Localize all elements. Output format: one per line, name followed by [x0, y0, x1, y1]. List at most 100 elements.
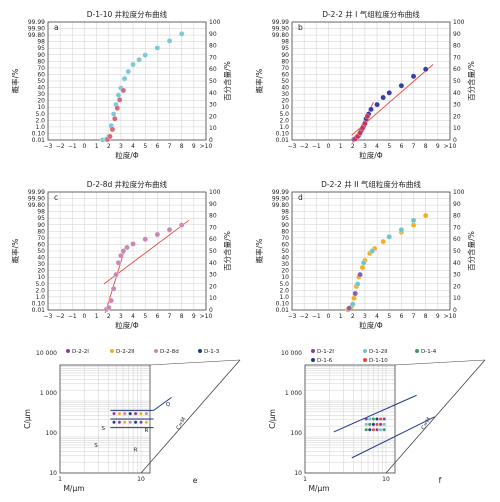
data-point [351, 295, 357, 301]
y-tick-label: 99.80 [28, 202, 45, 209]
data-point [379, 428, 383, 432]
region-label: Q [166, 402, 171, 408]
y-tick-label: 99.99 [28, 189, 45, 196]
y-tick-label: 95 [37, 45, 45, 52]
data-point [117, 412, 121, 416]
y-tick-label: 2.0 [279, 117, 289, 124]
plot-frame [47, 21, 207, 141]
y2-tick-label: 80 [209, 213, 217, 220]
legend-label: D-1-6 [317, 358, 333, 364]
y2-tick-label: 40 [453, 90, 461, 97]
x-tick-label: −3 [44, 313, 53, 320]
data-point [112, 412, 116, 416]
y-tick-label: 80 [281, 228, 289, 235]
data-point [354, 281, 361, 287]
data-point [114, 105, 121, 111]
legend-label: D-1-10 [369, 358, 388, 364]
y-tick-label: 1 000 [40, 390, 57, 397]
data-point [144, 412, 148, 416]
chart-title: D-2-2 井 II 气组粒度分布曲线 [321, 179, 421, 189]
y2-tick-label: 30 [453, 102, 461, 109]
x-tick-label: 10 [382, 476, 390, 483]
panel-letter: f [439, 476, 442, 485]
x-tick-label: −3 [288, 143, 297, 150]
plot-frame [291, 21, 451, 141]
data-point [128, 420, 132, 424]
data-point [112, 420, 116, 424]
y-tick-label: 90 [37, 222, 45, 229]
chart-title: D-1-10 井粒度分布曲线 [87, 9, 168, 19]
y2-tick-label: 30 [209, 102, 217, 109]
y2-tick-label: 100 [209, 189, 221, 196]
y-tick-label: 99.90 [272, 26, 289, 33]
y-tick-label: 20 [281, 98, 289, 105]
data-point [142, 52, 148, 58]
legend-label: D-1-4 [421, 349, 437, 355]
x-tick-label: 0 [83, 313, 87, 320]
panel-c: −3 −2 −1 0 1 2 3 4 5 6 7 8 9 >100.010.101.02.05.01020… [10, 179, 232, 330]
x-tick-label: 5 [143, 313, 147, 320]
data-point [379, 422, 383, 426]
y-tick-label: 99.99 [28, 19, 45, 26]
y-tick-label: 1.0 [35, 294, 45, 301]
y-tick-label: 60 [37, 241, 45, 248]
y-tick-label: 99.80 [28, 32, 45, 39]
data-point [118, 252, 124, 259]
x-tick-label: 8 [424, 143, 428, 150]
data-point [410, 222, 417, 228]
data-point [107, 133, 113, 140]
y-tick-label: 90 [37, 52, 45, 59]
data-point [368, 422, 372, 426]
y2-tick-label: 60 [453, 66, 461, 73]
x-tick-label: 3 [363, 313, 367, 320]
y-tick-label: 5.0 [279, 111, 289, 118]
data-point [154, 45, 161, 51]
y2-tick-label: 90 [209, 31, 217, 38]
x-tick-label: −3 [288, 313, 297, 320]
region-label: R [144, 428, 148, 434]
data-point [139, 412, 143, 416]
y-tick-label: 98 [281, 39, 289, 46]
y-tick-label: 10 [37, 104, 45, 111]
data-point [386, 90, 392, 96]
y2-tick-label: 80 [453, 43, 461, 50]
y2-tick-label: 100 [453, 189, 465, 196]
data-point [375, 417, 379, 421]
y-tick-label: 0.10 [32, 130, 46, 137]
chart-title: D-2-8d 井粒度分布曲线 [87, 179, 168, 189]
data-point [142, 236, 148, 242]
data-point [368, 417, 372, 421]
y-tick-label: 99.90 [28, 196, 45, 203]
data-point [382, 417, 386, 421]
panel-letter: a [54, 23, 59, 32]
data-point [130, 61, 136, 68]
y-tick-label: 80 [37, 58, 45, 65]
data-point [178, 222, 185, 228]
x-tick-label: 7 [168, 143, 172, 150]
y-tick-label: 2.0 [35, 117, 45, 124]
y-tick-label: 99.90 [28, 26, 45, 33]
data-point [352, 290, 358, 297]
data-point [124, 244, 130, 251]
data-point [371, 422, 375, 426]
y-tick-label: 0.01 [32, 137, 46, 144]
x-tick-label: 9 [436, 143, 440, 150]
y-tick-label: 5.0 [35, 111, 45, 118]
x-tick-label: 7 [168, 313, 172, 320]
x-tick-label: >10 [444, 313, 457, 320]
panel-d: −3 −2 −1 0 1 2 3 4 5 6 7 8 9 >100.010.101.02.05.01020… [254, 179, 476, 330]
x-tick-label: 4 [131, 143, 135, 150]
x-tick-label: 3 [119, 143, 123, 150]
x-tick-label: 2 [107, 313, 111, 320]
data-point [364, 428, 368, 432]
region-label: S [94, 443, 98, 449]
y-tick-label: 100 [46, 430, 58, 437]
legend-marker [415, 349, 419, 353]
data-point [375, 422, 379, 426]
y2-tick-label: 80 [453, 213, 461, 220]
data-point [369, 248, 375, 254]
y2-tick-label: 90 [453, 201, 461, 208]
x-tick-label: 0 [327, 143, 331, 150]
data-point [364, 422, 368, 426]
